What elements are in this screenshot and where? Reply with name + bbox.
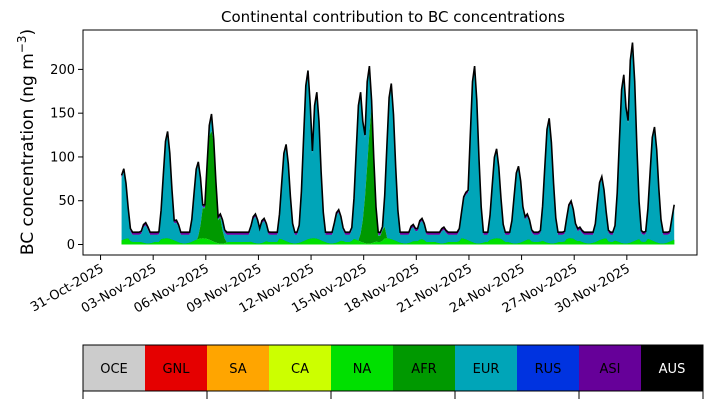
legend: OCE GNL SA CA NA AFR EUR RUS ASI AUS — [82, 344, 704, 399]
legend-swatch-na — [331, 345, 393, 391]
legend-label-eur: EUR — [473, 362, 500, 377]
legend-label-rus: RUS — [535, 362, 562, 377]
legend-label-ca: CA — [291, 362, 309, 377]
y-axis-label-superscript: −3 — [15, 35, 29, 53]
y-tick-label: 150 — [50, 107, 75, 122]
legend-label-oce: OCE — [100, 362, 128, 377]
series-total-line — [120, 42, 675, 234]
y-tick-label: 0 — [67, 238, 75, 253]
chart-title: Continental contribution to BC concentra… — [221, 8, 565, 26]
legend-swatch-rus — [517, 345, 579, 391]
series-na-area — [121, 238, 675, 245]
legend-label-aus: AUS — [659, 362, 686, 377]
y-tick-label: 50 — [58, 194, 75, 209]
legend-swatch-oce — [83, 345, 145, 391]
plot-area: 05010015020031-Oct-202503-Nov-202506-Nov… — [28, 29, 698, 316]
y-tick-label: 200 — [50, 63, 75, 78]
legend-swatch-gnl — [145, 345, 207, 391]
legend-swatch-aus — [641, 345, 703, 391]
legend-frame — [82, 344, 704, 392]
legend-label-asi: ASI — [600, 362, 621, 377]
legend-swatch-asi — [579, 345, 641, 391]
legend-label-afr: AFR — [411, 362, 436, 377]
series-eur-area — [121, 45, 675, 245]
legend-swatch-eur — [455, 345, 517, 391]
legend-label-gnl: GNL — [162, 362, 190, 377]
legend-swatch-ca — [269, 345, 331, 391]
y-axis-label: BC concentration (ng m−3) — [15, 29, 38, 255]
legend-swatch-sa — [207, 345, 269, 391]
legend-swatch-afr — [393, 345, 455, 391]
y-tick-label: 100 — [50, 150, 75, 165]
plot-frame — [82, 29, 698, 256]
legend-label-na: NA — [353, 362, 372, 377]
legend-label-sa: SA — [229, 362, 246, 377]
